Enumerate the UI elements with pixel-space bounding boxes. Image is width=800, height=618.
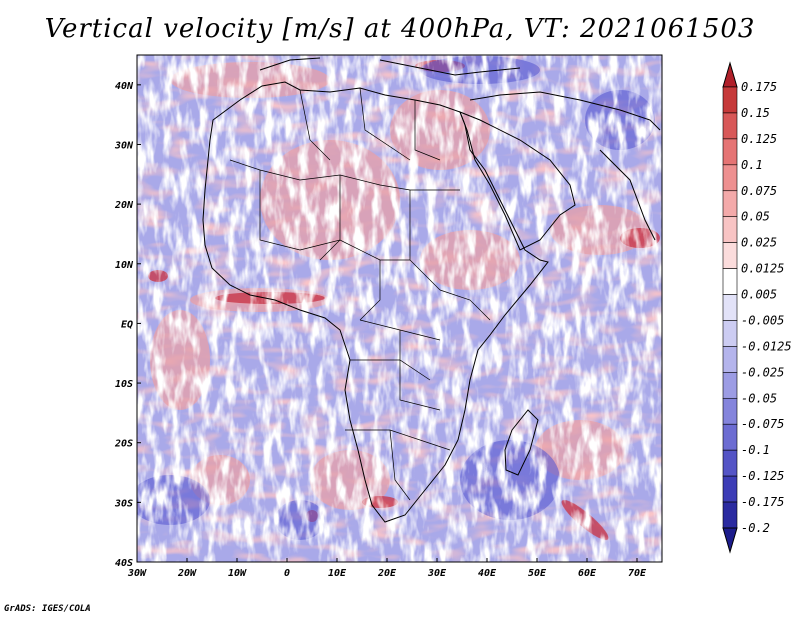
- lat-tick-label: 20N: [114, 200, 134, 211]
- colorbar-segment: [722, 164, 738, 192]
- lon-tick-label: 60E: [578, 568, 597, 579]
- lat-tick-label: 40S: [115, 558, 133, 569]
- colorbar-label: 0.15: [741, 106, 770, 120]
- colorbar-label: 0.025: [741, 236, 777, 250]
- colorbar-label: 0.125: [741, 132, 777, 146]
- colorbar-segment: [722, 216, 738, 243]
- colorbar-segment: [722, 449, 738, 477]
- lon-tick-label: 10W: [228, 568, 247, 579]
- lat-tick-label: 10S: [115, 379, 133, 390]
- colorbar-label: -0.1: [741, 443, 770, 457]
- velocity-field: [137, 55, 662, 562]
- colorbar-segment: [722, 475, 738, 503]
- footer-credit: GrADS: IGES/COLA: [4, 604, 91, 614]
- colorbar-segment: [722, 112, 738, 140]
- colorbar-label: -0.0125: [741, 339, 792, 353]
- colorbar-label: -0.175: [741, 495, 784, 509]
- colorbar-label: -0.05: [741, 391, 777, 405]
- colorbar-bottom-arrow: [722, 527, 738, 554]
- lat-tick-label: 20S: [114, 439, 133, 450]
- colorbar-label: -0.125: [741, 469, 784, 483]
- colorbar-segment: [722, 501, 738, 529]
- lat-tick-label: 40N: [115, 81, 134, 92]
- colorbar-label: -0.075: [741, 417, 784, 431]
- lon-tick-label: 20E: [377, 568, 397, 579]
- axis-ticks: 30W 20W 10W 0 10E 20E 30E 40E 50E 60E 70E 40N 30N 20N…: [114, 81, 647, 579]
- colorbar-label: -0.025: [741, 365, 784, 379]
- map-title: Vertical velocity [m/s] at 400hPa, VT: 2…: [44, 14, 756, 44]
- lat-tick-label: 30S: [114, 498, 133, 509]
- lat-tick-label: 10N: [115, 260, 134, 271]
- colorbar-segment: [722, 423, 738, 451]
- colorbar-segment: [722, 346, 738, 373]
- colorbar-segment: [722, 190, 738, 218]
- lon-tick-label: 0: [284, 568, 290, 579]
- lon-tick-label: 30E: [427, 568, 447, 579]
- colorbar-segment: [722, 138, 738, 166]
- colorbar-label: 0.05: [741, 210, 770, 224]
- colorbar-segment: [722, 242, 738, 269]
- colorbar-label: 0.005: [741, 288, 777, 302]
- lon-tick-label: 50E: [528, 568, 547, 579]
- colorbar-label: 0.1: [741, 158, 763, 172]
- colorbar-label: 0.0125: [741, 262, 784, 276]
- colorbar-top-arrow: [722, 61, 738, 88]
- colorbar-label: -0.005: [741, 313, 784, 327]
- colorbar-segment: [722, 268, 738, 295]
- colorbar: 0.175 0.15 0.125 0.1 0.075 0.05 0.025 0.0125 0.0…: [722, 61, 792, 554]
- colorbar-segment: [722, 320, 738, 347]
- lon-tick-label: 10E: [328, 568, 347, 579]
- colorbar-segment: [722, 372, 738, 399]
- lon-tick-label: 20W: [177, 568, 197, 579]
- lat-tick-label: EQ: [121, 319, 133, 330]
- lon-tick-label: 40E: [478, 568, 497, 579]
- colorbar-segment: [722, 397, 738, 425]
- colorbar-segment: [722, 294, 738, 321]
- map-frame: [136, 54, 663, 563]
- lon-tick-label: 30W: [127, 568, 147, 579]
- lon-tick-label: 70E: [628, 568, 647, 579]
- colorbar-label: -0.2: [741, 521, 770, 535]
- colorbar-segment: [722, 86, 738, 114]
- colorbar-label: 0.175: [741, 80, 777, 94]
- country-borders: [229, 87, 491, 501]
- lat-tick-label: 30N: [114, 140, 134, 151]
- colorbar-label: 0.075: [741, 184, 777, 198]
